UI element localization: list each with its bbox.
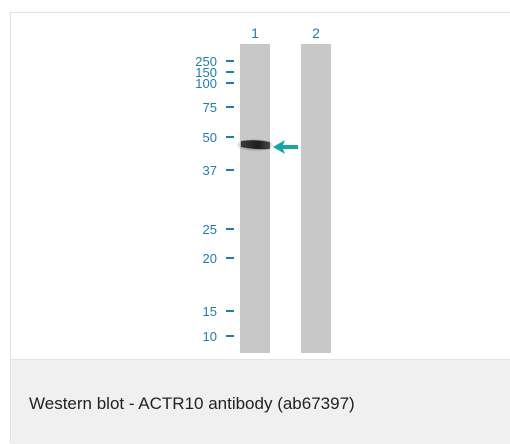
caption-text: Western blot - ACTR10 antibody (ab67397) [29,394,355,413]
band-arrow-icon [273,140,298,154]
mw-label-37: 37 [203,163,217,178]
mw-label-150: 150 [195,65,217,80]
mw-tick-10 [226,335,234,337]
mw-tick-75 [226,106,234,108]
image-card: 1 2 250 150 100 75 50 37 25 20 15 10 [10,12,510,444]
lane-label-1: 1 [251,25,259,41]
western-blot-figure: 1 2 250 150 100 75 50 37 25 20 15 10 [11,13,510,359]
lane-2 [301,44,331,353]
mw-tick-50 [226,136,234,138]
mw-tick-20 [226,257,234,259]
mw-tick-37 [226,169,234,171]
protein-band [237,139,273,151]
blot-image: 1 2 250 150 100 75 50 37 25 20 15 10 [195,25,331,353]
mw-marker-ticks [226,60,234,337]
mw-tick-250 [226,60,234,62]
lane-1 [240,44,270,353]
mw-tick-100 [226,82,234,84]
mw-tick-15 [226,310,234,312]
mw-label-50: 50 [203,130,217,145]
lane-label-2: 2 [312,25,320,41]
mw-label-20: 20 [203,251,217,266]
mw-label-10: 10 [203,329,217,344]
mw-label-250: 250 [195,54,217,69]
mw-tick-150 [226,71,234,73]
mw-label-100: 100 [195,76,217,91]
mw-label-15: 15 [203,304,217,319]
mw-label-75: 75 [203,100,217,115]
mw-tick-25 [226,228,234,230]
mw-label-25: 25 [203,222,217,237]
caption-bar: Western blot - ACTR10 antibody (ab67397) [11,359,510,444]
mw-marker-labels: 250 150 100 75 50 37 25 20 15 10 [195,54,217,344]
